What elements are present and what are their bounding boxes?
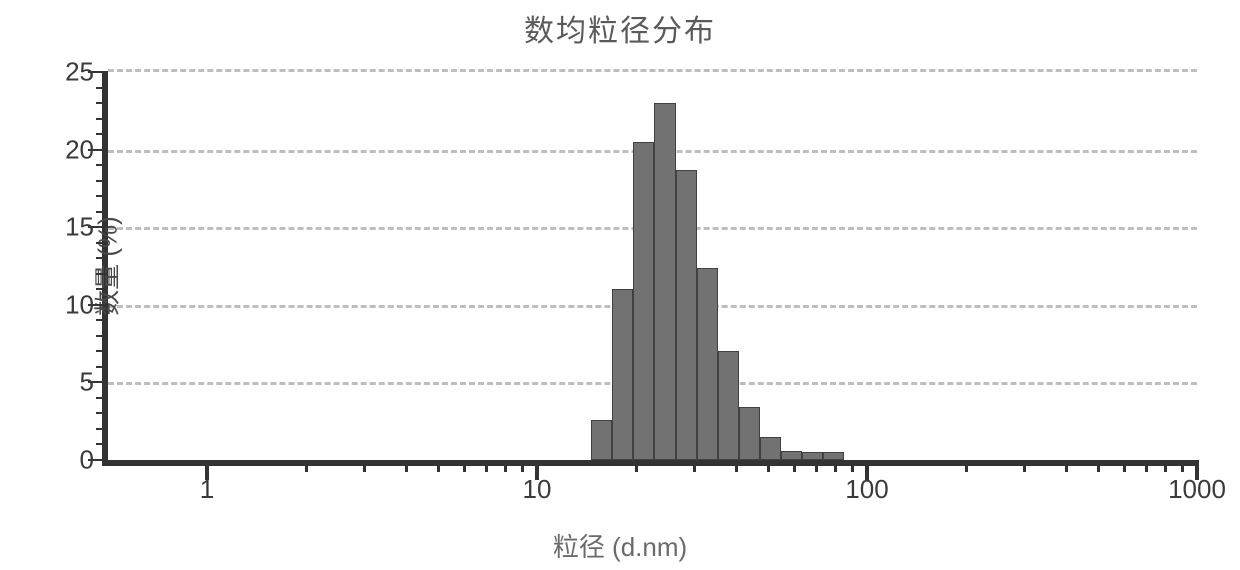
x-tick-minor xyxy=(635,460,638,472)
x-tick-label: 1 xyxy=(200,474,214,505)
x-tick-minor xyxy=(767,460,770,472)
x-tick-minor xyxy=(851,460,854,472)
x-tick-minor xyxy=(793,460,796,472)
x-tick-minor xyxy=(305,460,308,472)
histogram-bar xyxy=(781,451,802,460)
y-tick-minor xyxy=(96,335,108,337)
y-tick-minor xyxy=(96,366,108,368)
y-tick-label: 0 xyxy=(34,445,94,476)
y-tick-label: 10 xyxy=(34,289,94,320)
x-tick-minor xyxy=(521,460,524,472)
x-tick-minor xyxy=(1097,460,1100,472)
chart-title: 数均粒径分布 xyxy=(0,6,1240,50)
x-tick-minor xyxy=(363,460,366,472)
x-tick-minor xyxy=(485,460,488,472)
y-tick-minor xyxy=(96,195,108,197)
plot-area: 数量 (%) 05101520251101001000 xyxy=(102,72,1197,466)
y-tick-label: 20 xyxy=(34,134,94,165)
x-tick-minor xyxy=(1065,460,1068,472)
histogram-bar xyxy=(612,289,633,460)
histogram-bar xyxy=(654,103,675,460)
y-tick-minor xyxy=(96,211,108,213)
x-tick-label: 1000 xyxy=(1168,474,1226,505)
y-tick-minor xyxy=(96,257,108,259)
y-tick-minor xyxy=(96,133,108,135)
plot-inner xyxy=(108,72,1197,460)
histogram-bar xyxy=(633,142,654,460)
x-tick-minor xyxy=(1164,460,1167,472)
x-tick-minor xyxy=(735,460,738,472)
x-tick-minor xyxy=(693,460,696,472)
histogram-bar xyxy=(739,407,760,460)
x-tick-minor xyxy=(965,460,968,472)
x-tick-minor xyxy=(815,460,818,472)
histogram-bar xyxy=(697,268,718,460)
y-tick-label: 5 xyxy=(34,367,94,398)
x-tick-label: 100 xyxy=(845,474,888,505)
y-tick-minor xyxy=(96,428,108,430)
y-tick-minor xyxy=(96,242,108,244)
x-tick-minor xyxy=(1023,460,1026,472)
y-tick-minor xyxy=(96,87,108,89)
y-tick-minor xyxy=(96,273,108,275)
y-tick-label: 15 xyxy=(34,212,94,243)
y-tick-minor xyxy=(96,288,108,290)
y-tick-label: 25 xyxy=(34,57,94,88)
y-tick-minor xyxy=(96,443,108,445)
x-tick-minor xyxy=(1181,460,1184,472)
y-tick-minor xyxy=(96,397,108,399)
x-tick-minor xyxy=(437,460,440,472)
x-tick-minor xyxy=(463,460,466,472)
y-tick-minor xyxy=(96,319,108,321)
histogram-bar xyxy=(760,437,781,460)
x-tick-minor xyxy=(1145,460,1148,472)
y-tick-minor xyxy=(96,180,108,182)
y-tick-minor xyxy=(96,118,108,120)
histogram-chart: 数均粒径分布 数量 (%) 05101520251101001000 粒径 (d… xyxy=(0,0,1240,570)
x-tick-label: 10 xyxy=(523,474,552,505)
y-tick-minor xyxy=(96,102,108,104)
y-tick-minor xyxy=(96,164,108,166)
histogram-bar xyxy=(823,452,844,460)
histogram-bar xyxy=(591,420,612,460)
x-tick-minor xyxy=(1123,460,1126,472)
x-axis-title: 粒径 (d.nm) xyxy=(553,527,687,564)
histogram-bar xyxy=(718,351,739,460)
y-tick-minor xyxy=(96,412,108,414)
x-tick-minor xyxy=(405,460,408,472)
histogram-bar xyxy=(676,170,697,460)
y-tick-minor xyxy=(96,350,108,352)
x-tick-minor xyxy=(834,460,837,472)
x-tick-minor xyxy=(504,460,507,472)
histogram-bar xyxy=(802,452,823,460)
